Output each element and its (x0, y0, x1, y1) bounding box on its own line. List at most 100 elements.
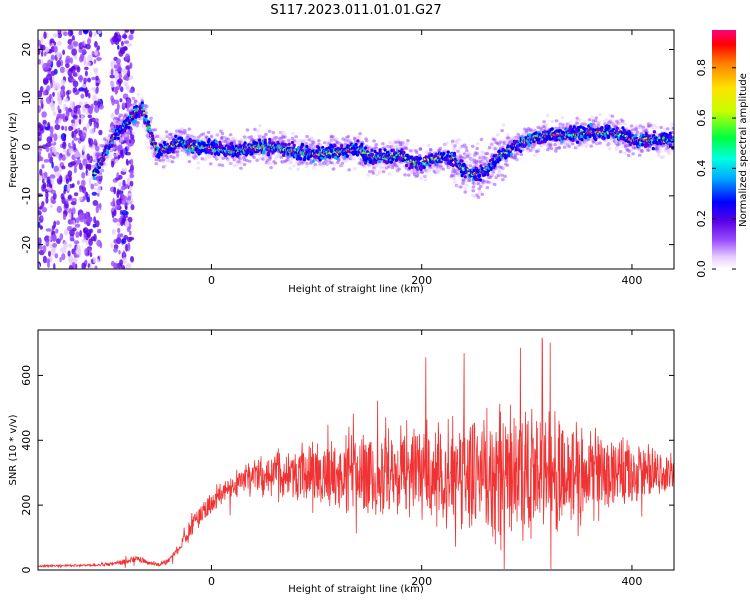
halo-speck (331, 167, 336, 171)
ridge-speck (110, 144, 114, 148)
halo-speck (93, 155, 97, 159)
noise-speck (88, 137, 91, 145)
halo-speck (220, 163, 225, 167)
halo-speck (487, 180, 491, 184)
noise-speck (44, 235, 51, 243)
noise-speck (71, 123, 75, 128)
halo-speck (255, 129, 260, 133)
ridge-speck (96, 170, 100, 174)
noise-speck (116, 236, 122, 245)
halo-speck (305, 134, 309, 139)
halo-speck (388, 140, 393, 145)
noise-speck (64, 97, 69, 103)
noise-speck (118, 71, 123, 80)
noise-speck (95, 75, 99, 81)
noise-speck (121, 34, 128, 39)
noise-speck (87, 38, 91, 45)
halo-speck (487, 145, 492, 150)
halo-speck (415, 150, 419, 155)
noise-speck (78, 87, 85, 92)
noise-speck (39, 44, 44, 51)
noise-speck (96, 258, 100, 263)
halo-speck (457, 151, 462, 155)
noise-speck (110, 242, 114, 249)
ridge-speck (128, 121, 132, 125)
noise-speck (38, 48, 41, 55)
halo-speck (493, 182, 497, 187)
halo-speck (144, 108, 148, 112)
noise-speck (87, 77, 91, 83)
ridge-speck (92, 176, 96, 180)
halo-speck (610, 114, 615, 118)
noise-speck (43, 171, 48, 178)
noise-speck (58, 175, 63, 183)
noise-speck (79, 214, 85, 223)
halo-speck (457, 138, 462, 142)
halo-speck (560, 116, 565, 120)
noise-speck (117, 34, 122, 42)
ridge-speck (214, 139, 218, 144)
halo-speck (162, 136, 167, 140)
halo-speck (284, 139, 288, 143)
noise-speck (93, 123, 97, 130)
halo-speck (286, 158, 290, 162)
halo-speck (490, 141, 495, 145)
noise-speck (129, 30, 135, 35)
noise-speck (79, 154, 84, 159)
halo-speck (197, 135, 201, 139)
noise-speck (40, 215, 44, 220)
halo-speck (479, 137, 484, 142)
noise-speck (85, 61, 91, 67)
ridge-speck (141, 104, 145, 108)
noise-speck (50, 54, 56, 61)
noise-speck (69, 212, 72, 220)
noise-speck (58, 154, 62, 161)
halo-speck (291, 131, 295, 135)
noise-speck (124, 102, 128, 109)
halo-speck (124, 113, 128, 117)
noise-speck (50, 189, 57, 195)
halo-speck (131, 96, 136, 100)
halo-speck (367, 170, 372, 174)
noise-speck (114, 32, 119, 40)
noise-speck (75, 120, 78, 127)
noise-speck (42, 119, 47, 125)
halo-speck (480, 192, 485, 196)
halo-speck (311, 166, 316, 170)
noise-speck (116, 102, 120, 111)
halo-speck (154, 158, 159, 162)
halo-speck (537, 147, 541, 152)
noise-speck (85, 43, 91, 50)
halo-speck (471, 185, 476, 189)
halo-speck (374, 143, 379, 147)
halo-speck (550, 119, 554, 123)
halo-speck (273, 161, 278, 165)
noise-speck (127, 216, 133, 223)
halo-speck (172, 156, 176, 160)
halo-speck (467, 178, 472, 182)
noise-speck (69, 229, 75, 237)
halo-speck (129, 128, 133, 132)
halo-speck (133, 99, 138, 103)
halo-speck (452, 177, 457, 181)
halo-speck (468, 160, 473, 164)
halo-speck (242, 163, 247, 167)
noise-speck (42, 245, 47, 253)
halo-speck (294, 135, 298, 139)
halo-speck (618, 150, 623, 154)
noise-speck (83, 233, 87, 240)
halo-speck (470, 144, 475, 148)
halo-speck (245, 128, 250, 132)
noise-speck (115, 58, 121, 65)
halo-speck (113, 153, 117, 158)
noise-speck (93, 138, 97, 145)
noise-speck (45, 142, 52, 148)
halo-speck (475, 146, 479, 151)
noise-speck (122, 75, 129, 81)
noise-speck (55, 228, 59, 234)
noise-speck (121, 238, 127, 245)
noise-speck (81, 41, 85, 46)
noise-speck (81, 48, 87, 55)
halo-speck (463, 190, 468, 194)
noise-speck (95, 82, 100, 87)
